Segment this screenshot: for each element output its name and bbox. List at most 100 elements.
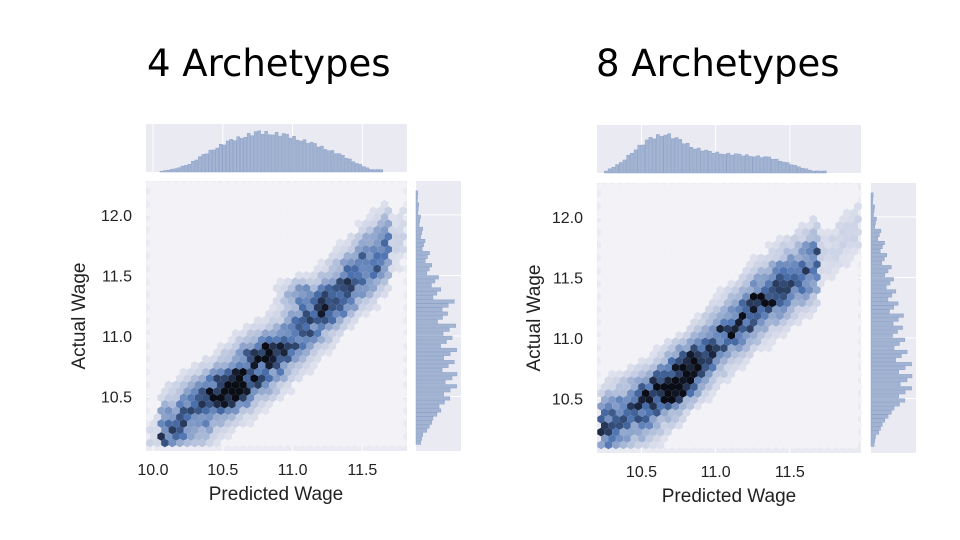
hexbin-cell (753, 182, 762, 192)
hexbin-cell (649, 208, 657, 218)
hexbin-cell (701, 260, 709, 269)
hexbin-cell (392, 193, 400, 203)
hexbin-cell (753, 195, 762, 205)
hexbin-cell (205, 193, 214, 203)
hexbin-cell (325, 245, 333, 254)
hexbin-cell (183, 374, 191, 383)
hexbin-cell (843, 363, 851, 372)
hexbin-cell (176, 258, 184, 267)
hexbin-cell (157, 341, 165, 351)
hexbin-cell (354, 193, 363, 203)
hexbin-cell (750, 305, 758, 314)
hexbin-cell (746, 221, 754, 230)
hexbin-cell (209, 225, 217, 235)
hexbin-cell (817, 266, 825, 276)
hexbin-cell (336, 251, 344, 261)
hexbin-cell (604, 273, 613, 282)
hexbin-cell (671, 247, 680, 256)
hexbin-cell (291, 419, 299, 428)
hexbin-cell (161, 348, 169, 357)
hexbin-cell (664, 285, 672, 295)
hexbin-cell (146, 374, 154, 383)
hexbin-cell (805, 195, 814, 205)
hexbin-cell (250, 283, 258, 293)
hexbin-cell (172, 316, 180, 325)
hexbin-cell (597, 195, 605, 205)
hexbin-cell (660, 202, 668, 211)
hexbin-cell (209, 212, 217, 222)
hexbin-cell (395, 316, 404, 325)
hexbin-cell (202, 354, 210, 364)
hexbin-cell (280, 361, 288, 370)
hexbin-cell (313, 316, 322, 325)
hexbin-cell (157, 212, 165, 222)
hexbin-cell (332, 232, 340, 241)
hexbin-cell (619, 195, 628, 205)
hexbin-cell (302, 245, 311, 254)
hexbin-cell (168, 245, 177, 254)
hexbin-cell (150, 406, 158, 415)
hexbin-cell (150, 225, 158, 235)
hexbin-cell (705, 382, 713, 392)
top-hist-bar (232, 140, 237, 173)
hexbin-cell (258, 374, 266, 383)
hexbin-cell (358, 290, 366, 299)
hexbin-cell (399, 271, 407, 280)
hexbin-cell (750, 343, 758, 353)
hexbin-cell (656, 208, 665, 218)
hexbin-cell (287, 206, 296, 216)
right-hist-bar (415, 279, 436, 284)
hexbin-cell (276, 277, 285, 286)
hexbin-cell (720, 214, 728, 224)
hexbin-cell (380, 264, 389, 274)
right-hist-bar (415, 432, 424, 437)
hexbin-cell (384, 335, 393, 345)
hexbin-cell (328, 212, 337, 222)
hexbin-cell (332, 309, 340, 319)
hexbin-cell (694, 260, 702, 269)
hexbin-cell (701, 221, 709, 230)
hexbin-cell (843, 324, 851, 334)
hexbin-cell (649, 247, 657, 256)
hexbin-cell (772, 292, 780, 301)
right-hist-bar (870, 281, 891, 286)
hexbin-cell (306, 354, 314, 364)
hexbin-cell (313, 367, 322, 377)
hexbin-cell (813, 389, 821, 398)
hexbin-cell (850, 350, 858, 359)
hexbin-cell (295, 361, 303, 370)
hexbin-cell (302, 283, 311, 293)
hexbin-cell (653, 292, 661, 301)
hexbin-cell (325, 206, 333, 216)
hexbin-cell (358, 212, 366, 222)
hexbin-cell (656, 260, 665, 269)
hexbin-cell (231, 187, 240, 196)
right-hist-bar (415, 408, 442, 413)
hexbin-cell (615, 189, 624, 198)
hexbin-cell (776, 273, 784, 282)
hexbin-cell (817, 214, 825, 224)
hexbin-cell (753, 234, 762, 243)
hexbin-cell (228, 232, 236, 241)
hexbin-cell (761, 414, 769, 424)
hexbin-cell (168, 438, 177, 448)
hexbin-cell (176, 322, 184, 332)
hexbin-cell (630, 279, 639, 288)
hexbin-cell (753, 247, 762, 256)
hexbin-cell (157, 251, 165, 261)
hexbin-cell (224, 354, 232, 364)
hexbin-cell (399, 296, 407, 306)
hexbin-cell (802, 382, 810, 392)
hexbin-cell (362, 219, 370, 228)
hexbin-cell (380, 212, 389, 222)
hexbin-cell (671, 402, 680, 411)
hexbin-cell (220, 361, 229, 370)
hexbin-cell (686, 260, 695, 269)
hexbin-cell (720, 305, 728, 314)
hexbin-cell (339, 361, 348, 370)
hexbin-cell (604, 427, 613, 437)
hexbin-cell (384, 258, 393, 267)
hexbin-cell (269, 380, 277, 390)
hexbin-cell (366, 251, 374, 261)
right-hist-bar (415, 331, 444, 336)
